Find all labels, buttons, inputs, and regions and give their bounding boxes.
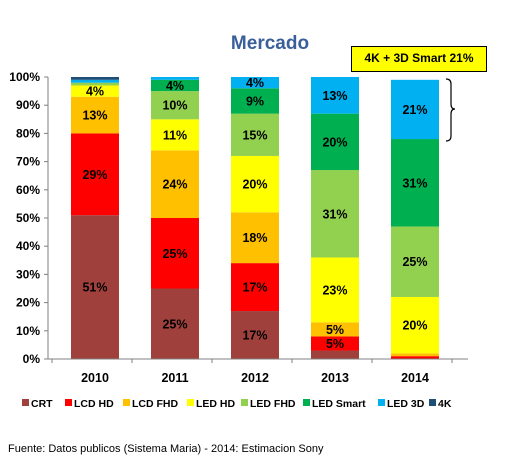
data-label: 29% [82, 168, 107, 182]
bar-segment-crt [231, 311, 279, 359]
data-label: 4% [246, 76, 264, 90]
legend-label: LED FHD [250, 398, 296, 410]
y-tick-label: 40% [16, 239, 40, 253]
legend-swatch [429, 399, 436, 406]
bar-segment-lcd-hd [71, 133, 119, 216]
bar-segment-led-3d [391, 79, 439, 140]
annotation-callout: 4K + 3D Smart 21% [351, 46, 487, 72]
data-label: 15% [242, 128, 267, 142]
legend-label: LED 3D [387, 398, 425, 410]
data-label: 31% [322, 207, 347, 221]
bar-segment-lcd-hd [391, 356, 439, 359]
bar-segment-led-fhd [311, 170, 359, 258]
data-label: 20% [322, 135, 347, 149]
y-tick-label: 50% [16, 211, 40, 225]
bar-segment-led-smart [231, 88, 279, 114]
legend-label: 4K [438, 398, 452, 410]
x-tick-label: 2010 [81, 371, 109, 385]
bar-segment-led-smart [151, 79, 199, 92]
data-label: 25% [162, 247, 187, 261]
bar-segment-led-fhd [391, 226, 439, 297]
y-tick-label: 70% [16, 155, 40, 169]
data-label: 4% [166, 79, 184, 93]
data-label: 20% [402, 319, 427, 333]
bar-segment-led-smart [391, 139, 439, 227]
bar-segment-lcd-hd [231, 263, 279, 312]
x-tick-label: 2012 [241, 371, 269, 385]
bar-segment-led-3d [151, 77, 199, 80]
bar-segment-4k [71, 77, 119, 80]
data-label: 5% [326, 323, 344, 337]
y-tick-label: 60% [16, 183, 40, 197]
bar-segment-led-hd [311, 257, 359, 323]
y-tick-label: 100% [9, 70, 40, 84]
x-tick-label: 2013 [321, 371, 349, 385]
data-label: 25% [402, 255, 427, 269]
y-tick-label: 90% [16, 98, 40, 112]
legend-swatch [378, 399, 385, 406]
stacked-bar-chart: 0% 10% 20% 30% 40% 50% 60% 70% 80% 90% 100% 51% 29%… [9, 70, 468, 410]
x-tick-label: 2014 [401, 371, 429, 385]
legend-swatch [241, 399, 248, 406]
bar-segment-led-hd [71, 85, 119, 97]
legend-swatch [187, 399, 194, 406]
bar-segment-led-hd [231, 155, 279, 213]
data-label: 13% [82, 109, 107, 123]
source-note: Fuente: Datos publicos (Sistema Maria) -… [8, 443, 324, 455]
bar-segment-led-3d [231, 77, 279, 89]
legend-swatch [123, 399, 130, 406]
legend-label: LED HD [196, 398, 236, 410]
annotation-bracket [445, 78, 456, 142]
legend-label: CRT [31, 398, 53, 410]
bar-segment-lcd-fhd [311, 322, 359, 337]
data-label: 5% [326, 337, 344, 351]
bar-segment-led-hd [151, 119, 199, 151]
legend-swatch [303, 399, 310, 406]
data-label: 10% [162, 99, 187, 113]
data-label: 21% [402, 103, 427, 117]
bar-segment-lcd-fhd [71, 96, 119, 134]
bar-segment-lcd-fhd [391, 353, 439, 357]
bar-segment-led-hd [391, 296, 439, 354]
y-tick-label: 80% [16, 126, 40, 140]
bar-segment-led-fhd [151, 91, 199, 120]
data-label: 25% [162, 317, 187, 331]
data-label: 20% [242, 178, 267, 192]
bar-segment-led-fhd [231, 113, 279, 156]
data-label: 17% [242, 329, 267, 343]
y-tick-label: 0% [23, 352, 41, 366]
chart-title: Mercado [230, 33, 310, 54]
data-label: 51% [82, 281, 107, 295]
data-label: 18% [242, 231, 267, 245]
y-tick-label: 30% [16, 267, 40, 281]
bar-segment-lcd-hd [311, 336, 359, 351]
bar-segment-led-3d [71, 79, 119, 83]
bar-segment-lcd-hd [151, 218, 199, 289]
x-tick-label: 2011 [161, 371, 188, 385]
legend-label: LCD FHD [132, 398, 178, 410]
bar-segment-crt [151, 288, 199, 359]
legend-label: LCD HD [74, 398, 114, 410]
data-label: 11% [163, 128, 187, 142]
data-label: 17% [242, 281, 267, 295]
data-label: 31% [402, 176, 427, 190]
y-tick-label: 20% [16, 296, 40, 310]
bar-segment-led-3d [311, 77, 359, 114]
bar-segment-led-smart [311, 113, 359, 171]
bar-segment-lcd-fhd [231, 212, 279, 264]
bar-segment-crt [311, 350, 359, 359]
legend-label: LED Smart [312, 398, 366, 410]
data-label: 9% [246, 94, 264, 108]
bar-segment-lcd-fhd [151, 150, 199, 218]
legend-swatch [22, 399, 29, 406]
data-label: 13% [322, 89, 347, 103]
data-label: 23% [322, 283, 347, 297]
bar-segment-led-fhd [71, 82, 119, 86]
legend-swatch [65, 399, 72, 406]
data-label: 24% [162, 178, 187, 192]
data-label: 4% [86, 85, 104, 99]
y-tick-label: 10% [16, 324, 40, 338]
bar-segment-crt [71, 215, 119, 359]
